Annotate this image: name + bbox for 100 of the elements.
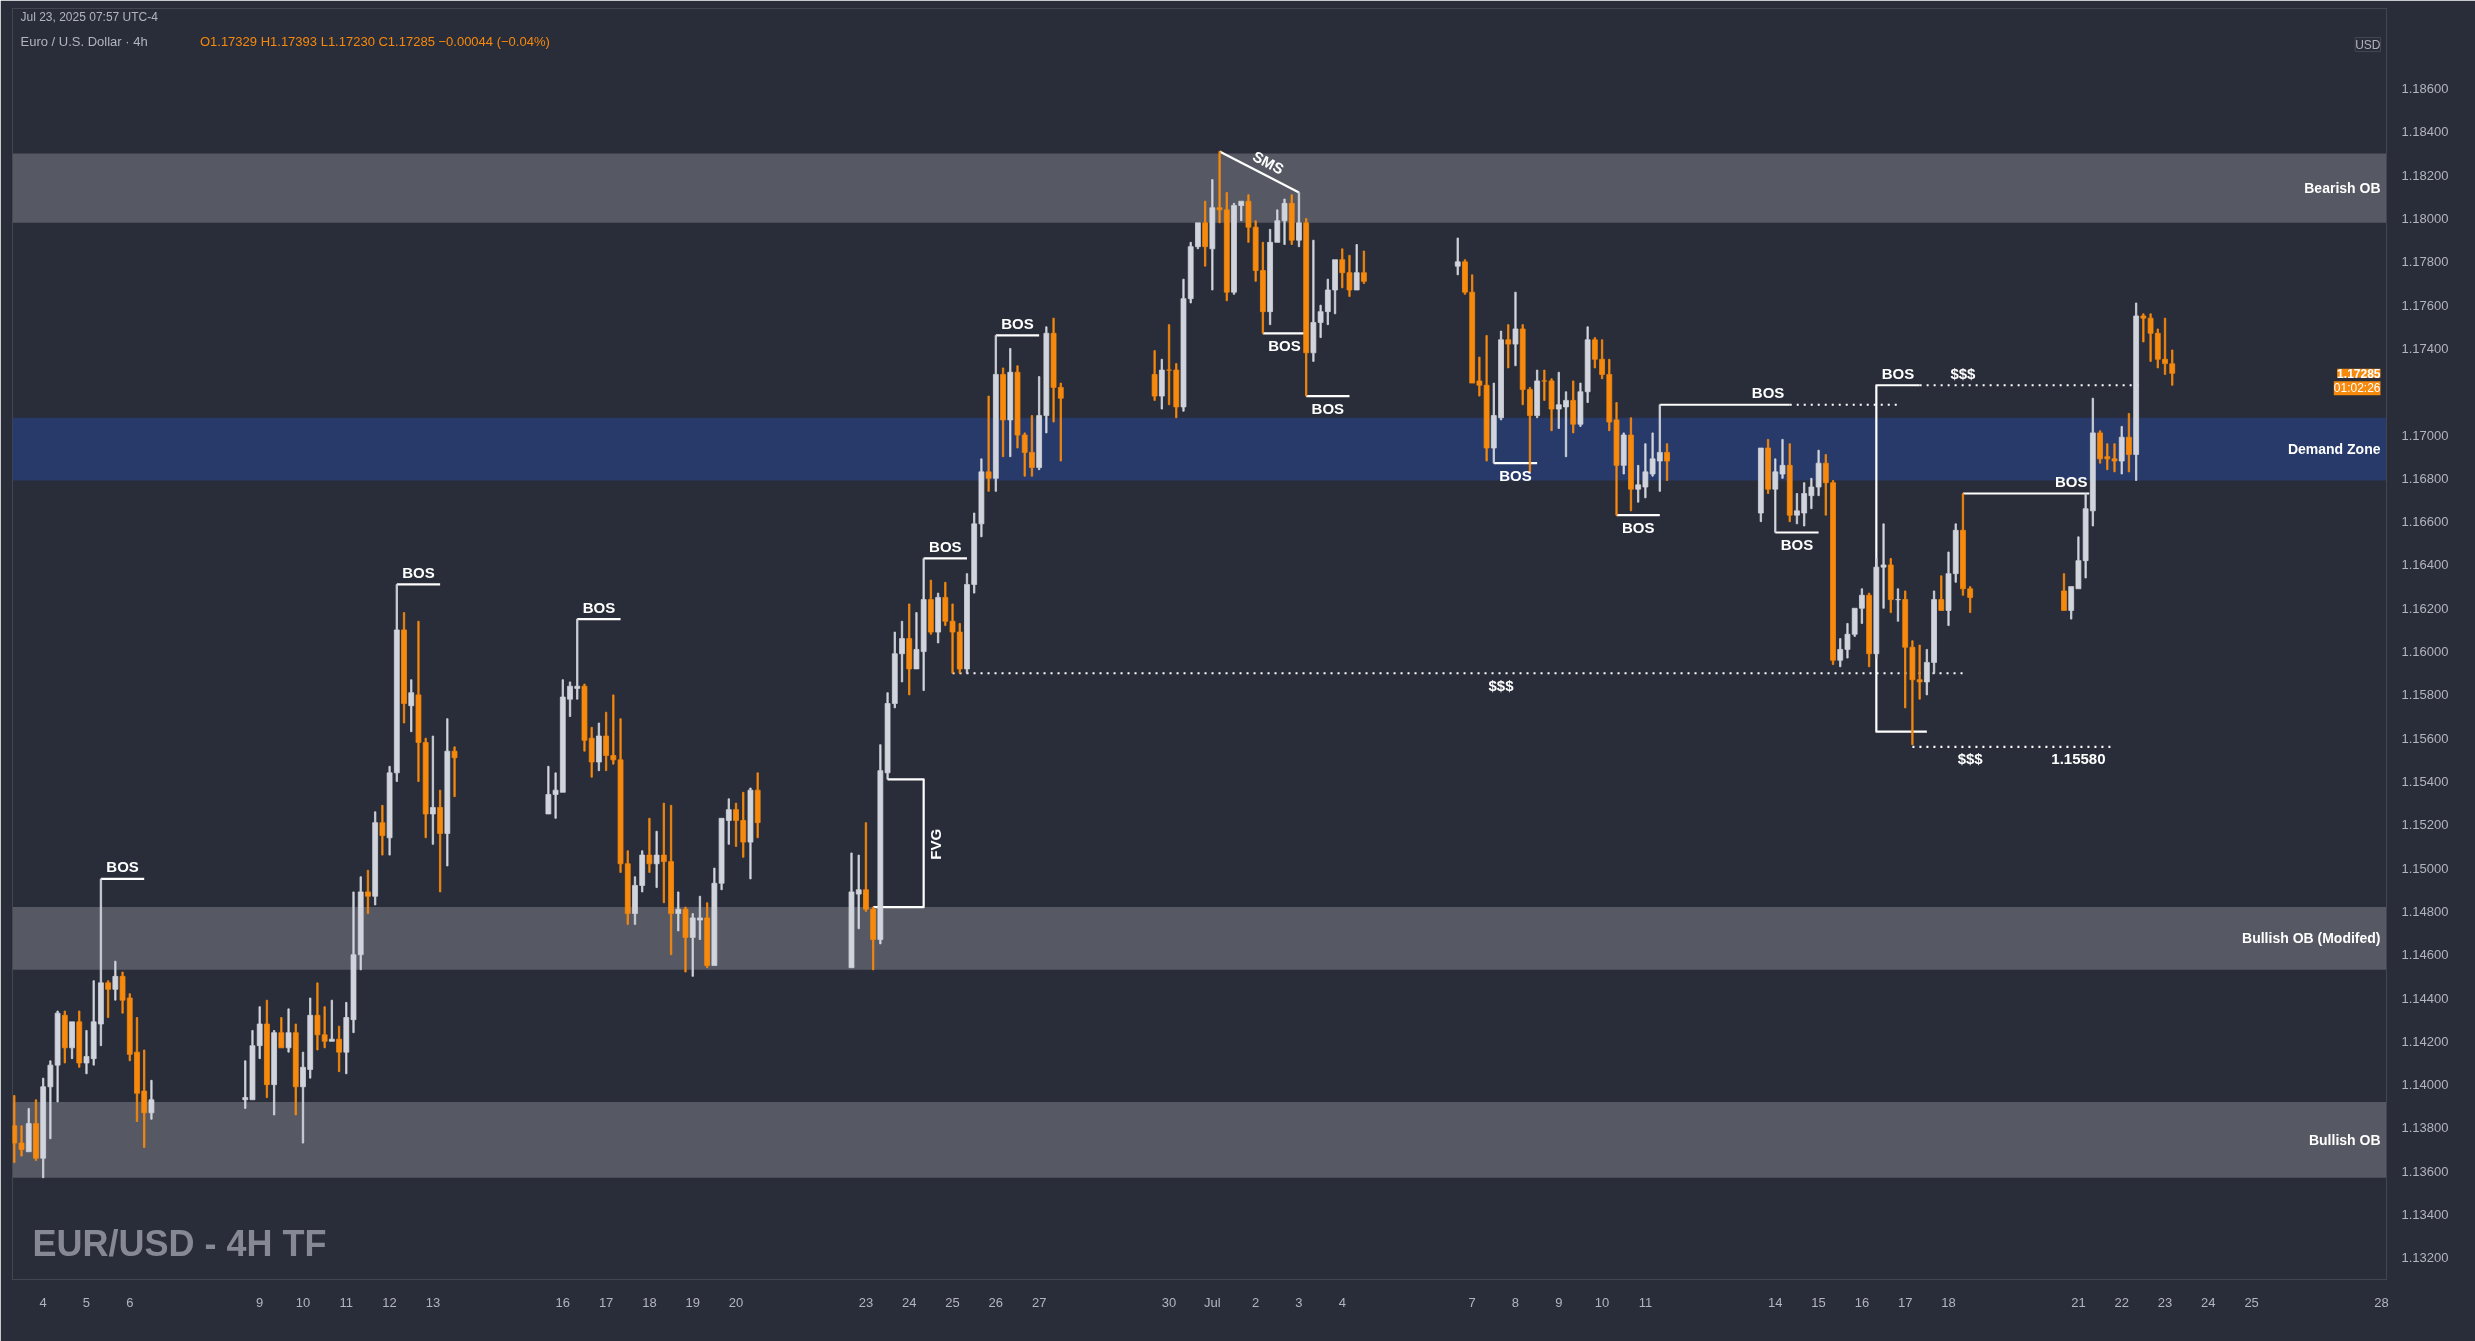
x-tick-label: 18 [1941, 1294, 1956, 1310]
annotation: $$$ [1488, 676, 1515, 694]
x-tick-label: 10 [295, 1294, 311, 1310]
annotation: BOS [1621, 518, 1655, 536]
y-tick-label: 1.15000 [2401, 860, 2449, 876]
candlestick [1151, 350, 1158, 401]
candlestick [935, 592, 941, 644]
candlestick [2118, 425, 2125, 475]
candlestick [1209, 179, 1216, 291]
annotation: BOS [1780, 535, 1814, 553]
annotation: Jul 23, 2025 07:57 UTC-4 [20, 9, 159, 24]
annotation: BOS [1881, 364, 1915, 382]
y-tick-label: 1.18000 [2401, 211, 2449, 227]
x-tick-label: 16 [1854, 1294, 1870, 1310]
x-tick-label: 25 [2244, 1294, 2259, 1310]
candlestick [329, 999, 335, 1042]
annotation: EUR/USD - 4H TF [32, 1223, 327, 1264]
text: O1.17329 H1.17393 L1.17230 C1.17285 −0.00044 (−0.04%) [199, 34, 550, 49]
y-tick-label: 1.16200 [2401, 600, 2449, 616]
text: Euro / U.S. Dollar · 4h [20, 34, 148, 49]
candlestick [336, 1025, 342, 1073]
candlestick [278, 1017, 285, 1049]
candlestick [1288, 194, 1295, 245]
x-tick-label: 24 [902, 1294, 917, 1310]
candlestick [61, 1010, 68, 1064]
y-tick-label: 1.17400 [2401, 340, 2449, 356]
y-tick-label: 1.16400 [2401, 557, 2449, 573]
candlestick [906, 603, 913, 696]
x-tick-label: 14 [1768, 1294, 1783, 1310]
x-tick-label: 11 [1638, 1294, 1653, 1310]
y-axis-title: USD [2355, 37, 2381, 52]
candlestick [928, 579, 934, 635]
candlestick [444, 718, 451, 867]
candlestick [1353, 244, 1360, 291]
candlestick [1158, 358, 1165, 410]
x-tick-label: 18 [642, 1294, 657, 1310]
band-label: Bullish OB (Modifed) [2242, 930, 2381, 947]
x-tick-label: 9 [1555, 1294, 1563, 1310]
candlestick [105, 980, 111, 1018]
x-tick-label: 25 [945, 1294, 960, 1310]
annotation: $$$ [1950, 364, 1977, 382]
candlestick [379, 804, 386, 856]
annotation: 01:02:26 [2333, 381, 2381, 396]
y-tick-label: 1.15600 [2401, 730, 2449, 746]
x-tick-label: 17 [598, 1294, 614, 1310]
x-tick-label: 30 [1161, 1294, 1177, 1310]
candlestick [365, 869, 371, 914]
x-tick-label: 23 [858, 1294, 874, 1310]
candlestick [292, 1023, 299, 1116]
x-tick-label: 24 [2201, 1294, 2216, 1310]
candlestick [1303, 218, 1310, 397]
annotation: BOS [582, 598, 616, 616]
y-tick-label: 1.16800 [2401, 470, 2449, 486]
y-tick-label: 1.18400 [2401, 124, 2449, 140]
candlestick [1866, 592, 1872, 668]
candlestick [1887, 558, 1894, 613]
y-tick-label: 1.13600 [2401, 1163, 2449, 1179]
annotation: 1.15580 [2051, 749, 2106, 767]
x-tick-label: 9 [256, 1294, 264, 1310]
candlestick [33, 1099, 39, 1161]
y-tick-label: 1.14800 [2401, 903, 2449, 919]
candlestick [1786, 443, 1793, 523]
candlestick [704, 902, 711, 969]
x-tick-label: 5 [82, 1294, 91, 1310]
y-tick-label: 1.17000 [2401, 427, 2449, 443]
x-tick-label: 28 [2374, 1294, 2389, 1310]
candlestick [112, 960, 119, 1001]
x-tick-label: 20 [728, 1294, 744, 1310]
candlestick [437, 789, 443, 893]
x-tick-label: 16 [555, 1294, 571, 1310]
annotation: FVG [927, 828, 945, 860]
candlestick [682, 906, 689, 973]
x-tick-label: 4 [39, 1294, 47, 1310]
candlestick [1000, 367, 1006, 458]
x-tick-label: 8 [1511, 1294, 1520, 1310]
candlestick [271, 1030, 277, 1116]
annotation: BOS [1268, 336, 1301, 354]
x-tick-label: 19 [685, 1294, 700, 1310]
candlestick [408, 679, 415, 733]
y-tick-label: 1.13800 [2401, 1120, 2449, 1136]
y-tick-label: 1.14000 [2401, 1077, 2449, 1093]
candlestick [54, 1010, 61, 1103]
x-tick-label: 2 [1252, 1294, 1260, 1310]
candlestick [1505, 324, 1512, 369]
candlestick [1296, 192, 1302, 248]
y-tick-label: 1.13200 [2401, 1250, 2449, 1266]
candlestick [646, 817, 653, 873]
y-tick-label: 1.15800 [2401, 687, 2449, 703]
x-tick-label: 12 [382, 1294, 397, 1310]
annotation: $$$ [1957, 750, 1984, 768]
candlestick [1310, 239, 1317, 362]
candlestick [985, 395, 992, 492]
candlestick [754, 772, 761, 839]
candlestick [653, 830, 660, 888]
annotation: BOS [1001, 314, 1034, 332]
y-tick-label: 1.16000 [2401, 644, 2449, 660]
candlestick [1895, 588, 1901, 622]
candlestick [1758, 447, 1764, 523]
candlestick [1570, 380, 1577, 434]
candlestick [451, 746, 458, 798]
